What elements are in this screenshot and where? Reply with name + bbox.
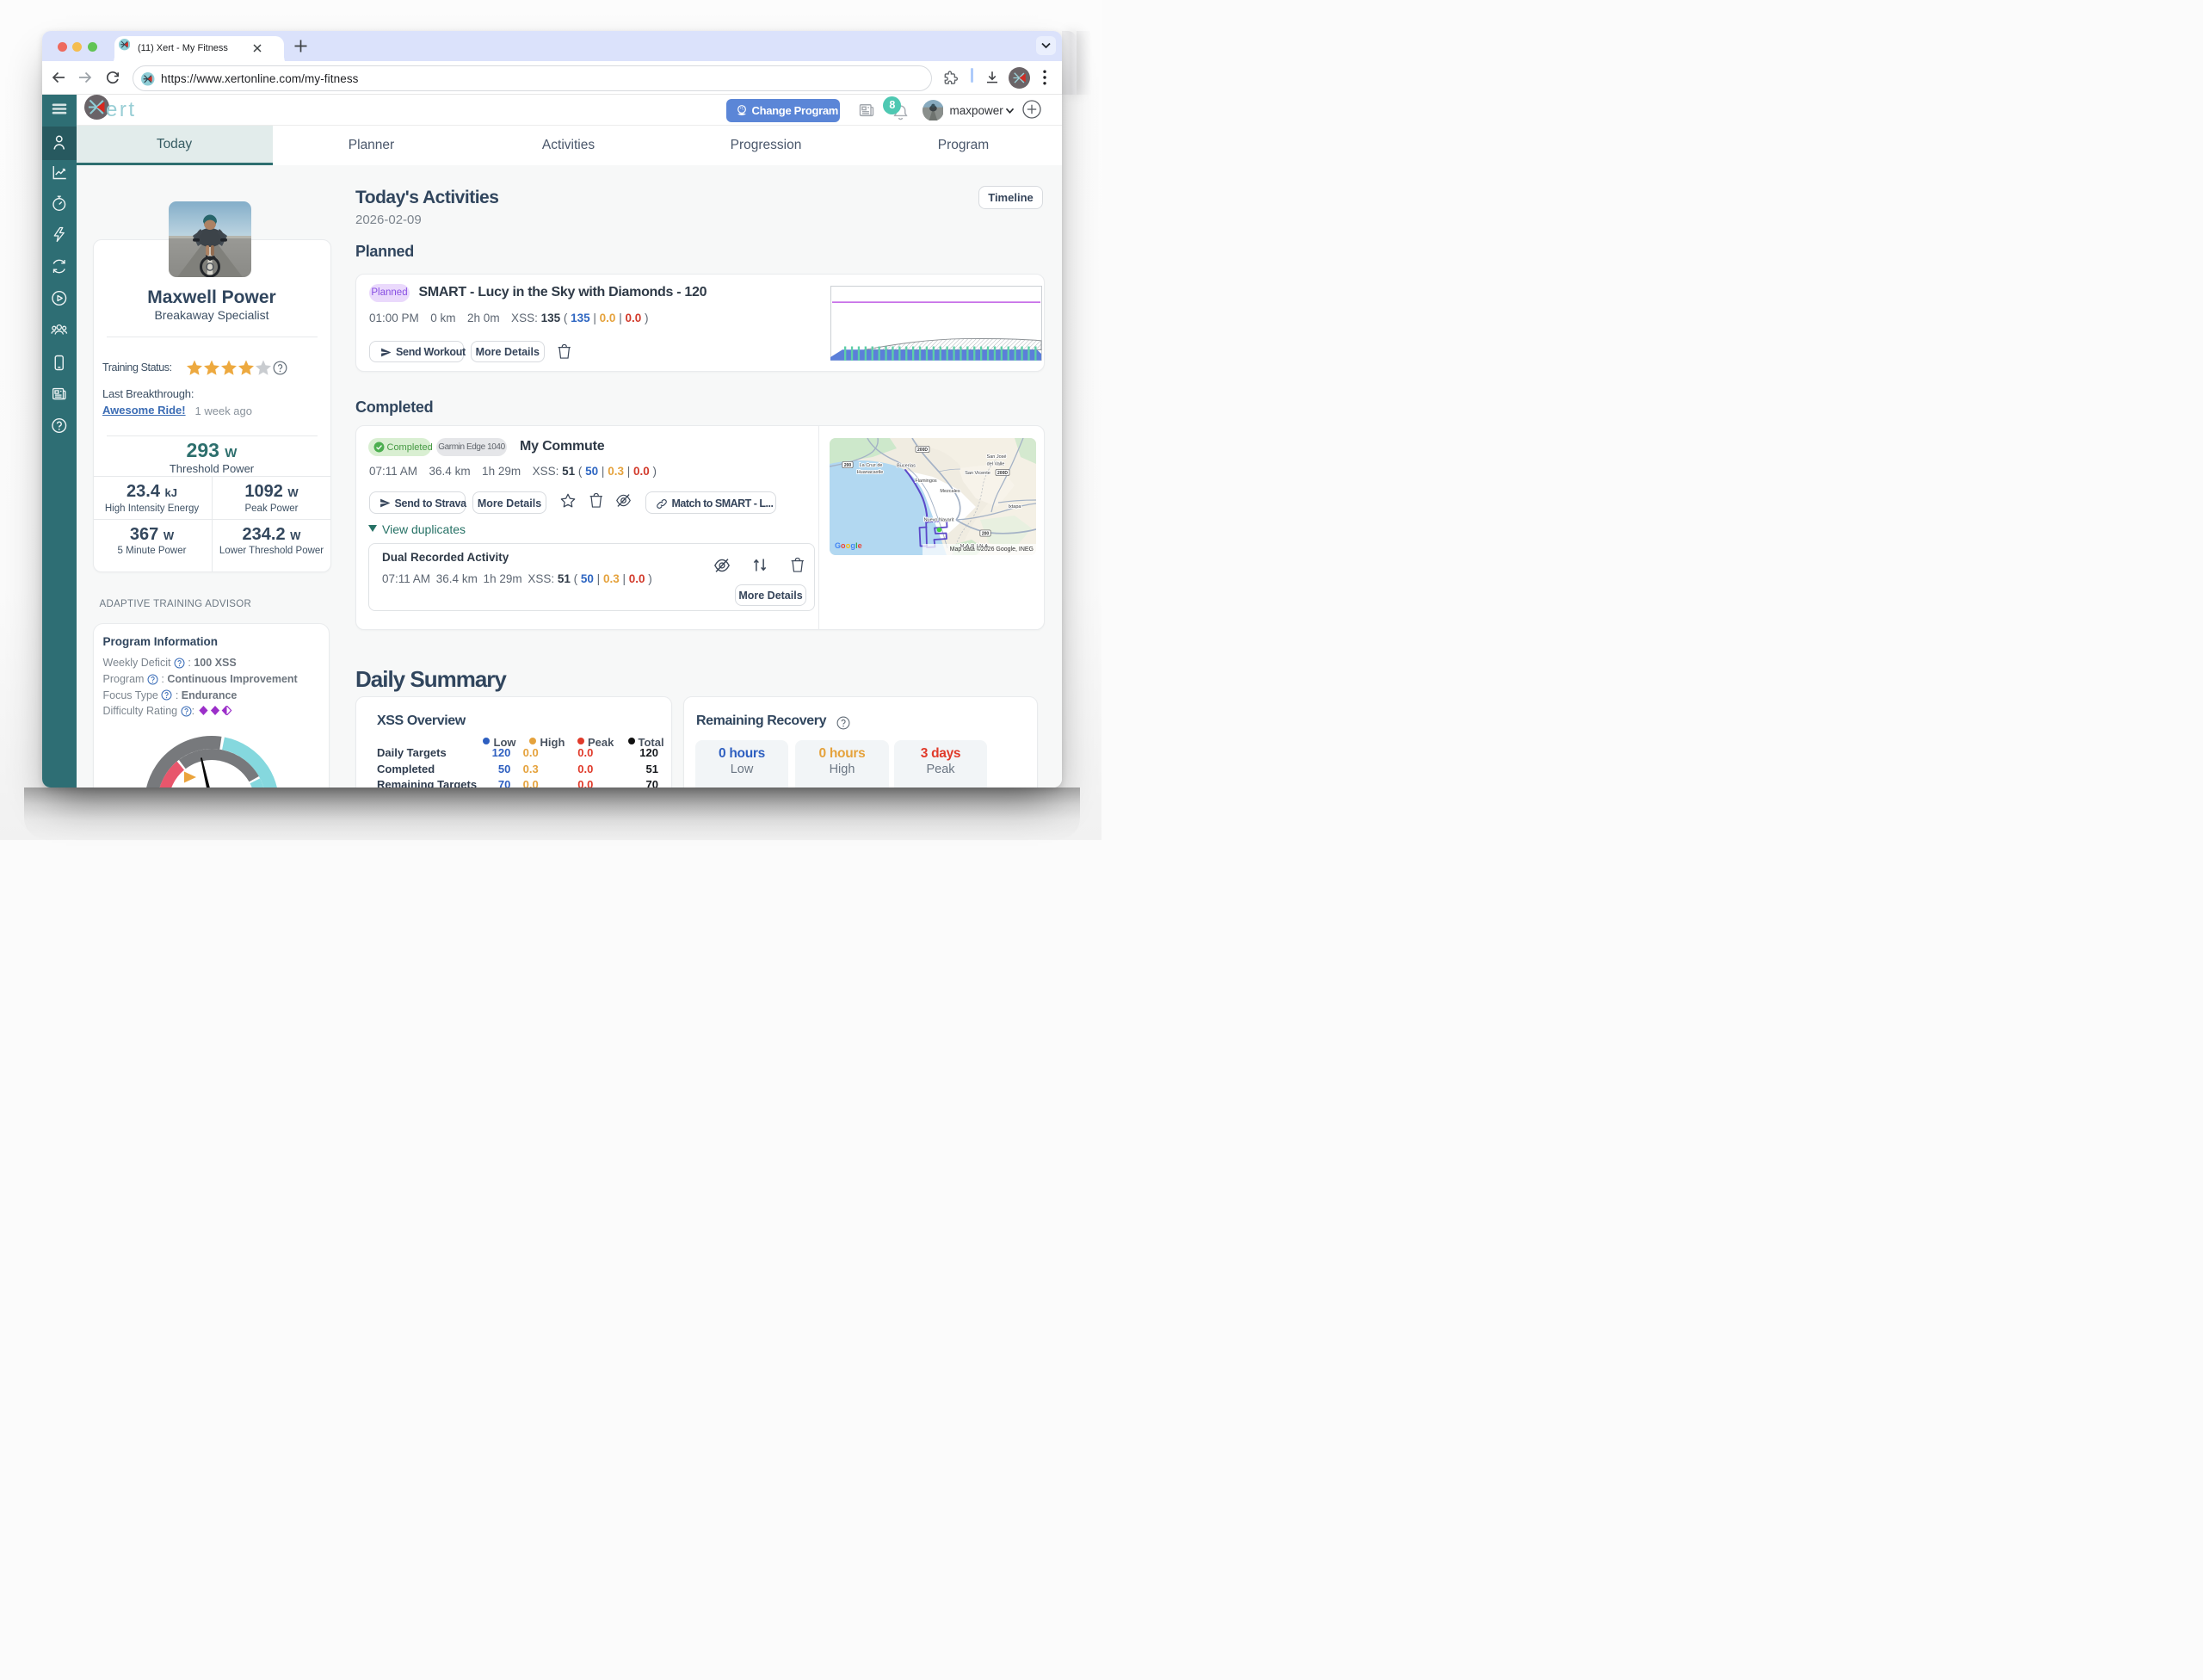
- svg-text:o: o: [846, 541, 851, 550]
- svg-text:G: G: [835, 541, 841, 550]
- svg-text:g: g: [850, 541, 855, 550]
- svg-text:200: 200: [982, 531, 990, 536]
- svg-text:MARINA: MARINA: [960, 544, 990, 549]
- svg-text:Bucerías: Bucerías: [897, 464, 916, 469]
- svg-text:200D: 200D: [997, 471, 1008, 476]
- svg-text:l: l: [855, 541, 858, 550]
- svg-text:200: 200: [844, 463, 852, 468]
- svg-text:Flamingos: Flamingos: [915, 479, 937, 484]
- svg-text:San José: San José: [987, 454, 1007, 460]
- svg-text:o: o: [841, 541, 846, 550]
- svg-text:Ixtapa: Ixtapa: [1009, 504, 1022, 510]
- svg-text:La Cruz de: La Cruz de: [860, 463, 883, 468]
- svg-text:Mezcales: Mezcales: [940, 489, 960, 494]
- svg-text:San Vicente: San Vicente: [965, 471, 990, 476]
- svg-text:200D: 200D: [917, 448, 928, 453]
- svg-text:Map data ©2026 Google, INEG: Map data ©2026 Google, INEG: [950, 546, 1034, 553]
- svg-text:e: e: [858, 541, 862, 550]
- svg-text:Nuevo Nayarit: Nuevo Nayarit: [924, 518, 954, 523]
- svg-text:Huanacaxtle: Huanacaxtle: [857, 470, 884, 475]
- svg-text:del Valle: del Valle: [987, 462, 1005, 467]
